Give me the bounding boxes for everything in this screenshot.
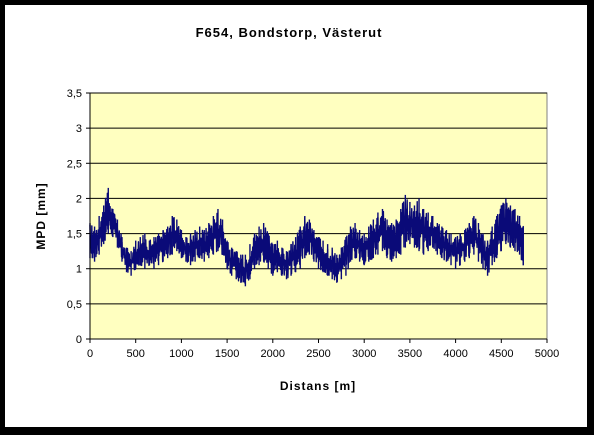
x-tick-label: 5000	[535, 348, 559, 360]
x-tick-label: 1000	[169, 348, 193, 360]
y-tick-label: 0,5	[67, 299, 82, 311]
y-axis-title: MPD [mm]	[34, 182, 48, 249]
y-tick-label: 3	[76, 123, 82, 135]
x-tick-label: 3500	[398, 348, 422, 360]
x-tick-label: 3000	[352, 348, 376, 360]
x-tick-label: 0	[87, 348, 93, 360]
y-tick-label: 2	[76, 193, 82, 205]
x-tick-label: 4500	[489, 348, 513, 360]
x-tick-label: 2000	[261, 348, 285, 360]
axes	[86, 92, 548, 343]
y-tick-label: 1	[76, 264, 82, 276]
chart-title: F654, Bondstorp, Västerut	[196, 25, 383, 40]
series-mpd	[89, 187, 524, 287]
x-tick-label: 500	[127, 348, 145, 360]
x-tick-label: 2500	[306, 348, 330, 360]
x-tick-label: 4000	[443, 348, 467, 360]
y-tick-labels: 0 0,5 1 1,5 2 2,5 3 3,5	[67, 88, 82, 346]
y-tick-label: 1,5	[67, 229, 82, 241]
y-tick-label: 0	[76, 334, 82, 346]
chart-svg: F654, Bondstorp, Västerut 0 0,5 1 1,5 2 2,5 3 3…	[34, 25, 559, 393]
y-tick-label: 2,5	[67, 158, 82, 170]
x-tick-label: 1500	[215, 348, 239, 360]
chart-frame: F654, Bondstorp, Västerut 0 0,5 1 1,5 2 2,5 3 3…	[5, 5, 587, 427]
x-tick-labels: 0 500 1000 1500 2000 2500 3000 3500 4000 4500 5000	[87, 348, 559, 360]
plot-area	[89, 92, 548, 340]
x-axis-title: Distans [m]	[280, 379, 356, 393]
y-tick-label: 3,5	[67, 88, 82, 100]
